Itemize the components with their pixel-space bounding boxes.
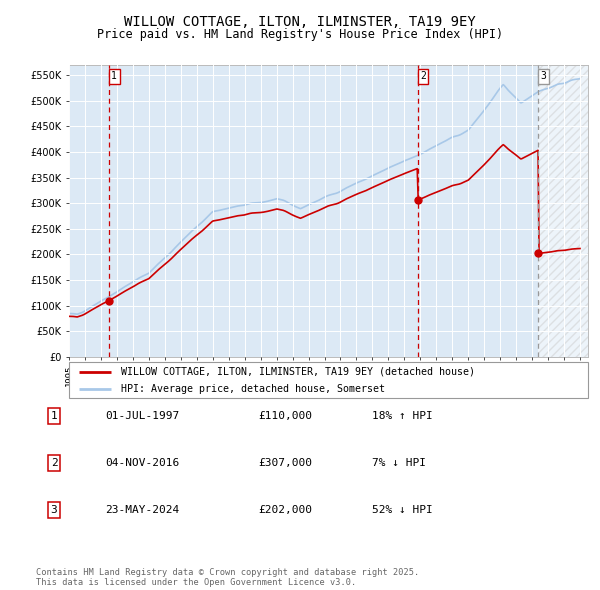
- Text: Price paid vs. HM Land Registry's House Price Index (HPI): Price paid vs. HM Land Registry's House …: [97, 28, 503, 41]
- Text: WILLOW COTTAGE, ILTON, ILMINSTER, TA19 9EY: WILLOW COTTAGE, ILTON, ILMINSTER, TA19 9…: [124, 15, 476, 29]
- Text: 3: 3: [50, 506, 58, 515]
- Text: 18% ↑ HPI: 18% ↑ HPI: [372, 411, 433, 421]
- Text: 1: 1: [112, 71, 117, 81]
- Text: 2: 2: [50, 458, 58, 468]
- FancyBboxPatch shape: [69, 362, 588, 398]
- Text: 1: 1: [50, 411, 58, 421]
- Text: £202,000: £202,000: [258, 506, 312, 515]
- Text: 7% ↓ HPI: 7% ↓ HPI: [372, 458, 426, 468]
- Text: £110,000: £110,000: [258, 411, 312, 421]
- Text: 04-NOV-2016: 04-NOV-2016: [105, 458, 179, 468]
- Text: £307,000: £307,000: [258, 458, 312, 468]
- Text: HPI: Average price, detached house, Somerset: HPI: Average price, detached house, Some…: [121, 384, 385, 394]
- Text: 2: 2: [420, 71, 426, 81]
- Text: 3: 3: [541, 71, 547, 81]
- Text: Contains HM Land Registry data © Crown copyright and database right 2025.
This d: Contains HM Land Registry data © Crown c…: [36, 568, 419, 587]
- Text: 23-MAY-2024: 23-MAY-2024: [105, 506, 179, 515]
- Text: 01-JUL-1997: 01-JUL-1997: [105, 411, 179, 421]
- Text: WILLOW COTTAGE, ILTON, ILMINSTER, TA19 9EY (detached house): WILLOW COTTAGE, ILTON, ILMINSTER, TA19 9…: [121, 367, 475, 377]
- Text: 52% ↓ HPI: 52% ↓ HPI: [372, 506, 433, 515]
